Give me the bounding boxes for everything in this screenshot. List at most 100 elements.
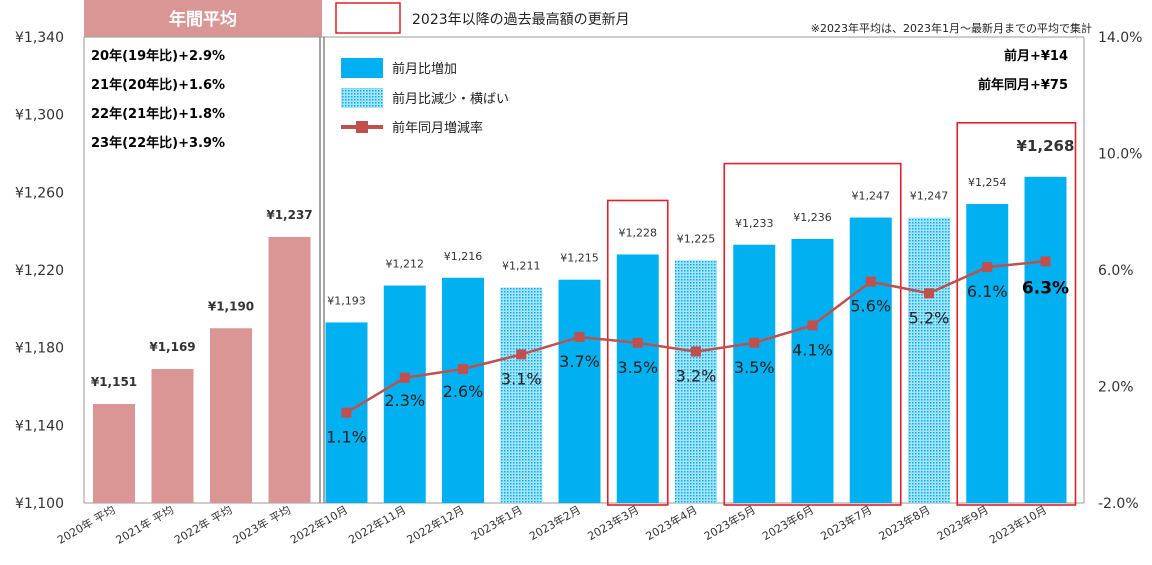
annual-change-2020: 20年(19年比)+2.9% (91, 48, 225, 64)
bar-value-label-16: ¥1,268 (1017, 137, 1075, 155)
x-tick-label-0: 2020年 平均 (55, 502, 118, 546)
y-tick-label-1: ¥1,140 (15, 418, 64, 434)
x-tick-label-6: 2022年12月 (404, 502, 466, 546)
x-tick-label-4: 2022年10月 (288, 502, 350, 546)
yoy-marker-3 (516, 349, 527, 360)
record-highlight-0 (606, 199, 669, 506)
yoy-marker-9 (865, 276, 876, 287)
x-tick-label-16: 2023年10月 (987, 502, 1049, 546)
legend-label-increase: 前月比増加 (392, 61, 457, 77)
yoy-value-label-6: 3.2% (676, 367, 717, 386)
yoy-marker-4 (574, 331, 585, 342)
yoy-value-label-5: 3.5% (617, 358, 658, 377)
bar-value-label-14: ¥1,247 (910, 190, 949, 203)
y-tick-label-5: ¥1,300 (15, 108, 64, 124)
bar-8 (558, 279, 601, 503)
yoy-marker-7 (749, 337, 760, 348)
record-highlight-1 (723, 162, 902, 506)
bar-value-label-2: ¥1,190 (208, 299, 254, 313)
yoy-marker-1 (399, 372, 410, 383)
x-tick-label-12: 2023年6月 (760, 502, 816, 543)
yoy-line-series (341, 256, 1051, 418)
annual-header-title: 年間平均 (169, 9, 237, 30)
legend-swatch-increase (341, 58, 383, 78)
bar-value-label-7: ¥1,211 (502, 259, 541, 272)
bar-10 (675, 260, 717, 503)
annual-header-bg (84, 0, 322, 37)
x-tick-label-8: 2023年2月 (527, 502, 583, 543)
bar-value-label-5: ¥1,212 (386, 258, 425, 271)
y2-tick-label-2: 6.0% (1098, 263, 1134, 279)
y-tick-label-3: ¥1,220 (15, 263, 64, 279)
y-tick-label-6: ¥1,340 (15, 30, 64, 46)
x-tick-label-15: 2023年9月 (934, 502, 990, 543)
x-tick-label-10: 2023年4月 (643, 502, 699, 543)
yoy-value-label-11: 6.1% (967, 282, 1008, 301)
record-highlights (606, 122, 1077, 506)
bar-16 (1024, 176, 1067, 504)
x-tick-label-5: 2022年11月 (346, 502, 408, 546)
bar-value-label-11: ¥1,233 (735, 217, 774, 230)
yoy-marker-8 (807, 320, 818, 331)
yoy-value-label-4: 3.7% (559, 352, 600, 371)
x-tick-label-13: 2023年7月 (818, 502, 874, 543)
bar-series (93, 176, 1067, 504)
yoy-value-label-9: 5.6% (850, 297, 891, 316)
annual-change-2022: 22年(21年比)+1.8% (91, 106, 225, 122)
bar-9 (616, 254, 659, 503)
y2-tick-label-3: 10.0% (1098, 147, 1142, 163)
legend-label-yoy: 前年同月増減率 (392, 120, 483, 136)
y2-tick-label-1: 2.0% (1098, 380, 1134, 396)
annual-change-2023: 23年(22年比)+3.9% (91, 135, 225, 151)
x-tick-label-11: 2023年5月 (701, 502, 757, 543)
bar-12 (791, 238, 834, 503)
legend-marker-yoy (356, 121, 368, 133)
y-tick-label-4: ¥1,260 (15, 185, 64, 201)
yoy-marker-12 (1040, 256, 1051, 267)
bar-5 (383, 285, 426, 503)
y2-tick-label-0: -2.0% (1098, 496, 1139, 512)
x-tick-label-2: 2022年 平均 (172, 502, 235, 546)
y-tick-label-0: ¥1,100 (15, 496, 64, 512)
x-tick-label-1: 2021年 平均 (113, 502, 176, 546)
y2-tick-label-4: 14.0% (1098, 30, 1142, 46)
data-labels: ¥1,151 ¥1,169 ¥1,190 ¥1,237 ¥1,193 ¥1,212 ¥1,2… (91, 137, 1075, 447)
yoy-marker-10 (924, 288, 934, 299)
bar-value-label-13: ¥1,247 (852, 190, 891, 203)
yoy-value-label-8: 4.1% (792, 340, 833, 359)
yoy-value-label-7: 3.5% (734, 358, 775, 377)
bar-7 (500, 287, 543, 503)
y-tick-label-2: ¥1,180 (15, 341, 64, 357)
bar-value-label-0: ¥1,151 (91, 375, 137, 389)
bar-1 (151, 369, 194, 503)
bar-value-label-10: ¥1,225 (677, 232, 716, 245)
record-legend-label: 2023年以降の過去最高額の更新月 (412, 11, 630, 28)
x-tick-label-14: 2023年8月 (876, 502, 932, 543)
yoy-value-label-12: 6.3% (1022, 278, 1069, 298)
bar-13 (849, 217, 892, 503)
legend-swatch-flat (341, 88, 383, 108)
bar-2 (210, 328, 252, 503)
bar-value-label-15: ¥1,254 (968, 176, 1007, 189)
bar-value-label-8: ¥1,215 (560, 252, 599, 265)
yoy-marker-6 (691, 346, 701, 357)
yoy-marker-5 (632, 337, 643, 348)
yoy-marker-2 (458, 364, 468, 375)
bar-6 (442, 277, 484, 503)
bar-11 (733, 244, 776, 503)
bar-value-label-4: ¥1,193 (327, 294, 366, 307)
bar-15 (966, 203, 1009, 503)
yoy-value-label-2: 2.6% (443, 382, 484, 401)
record-highlight-2 (956, 122, 1077, 506)
average-note: ※2023年平均は、2023年1月～最新月までの平均で集計 (811, 21, 1092, 35)
bar-value-label-3: ¥1,237 (266, 208, 312, 222)
yoy-marker-0 (341, 407, 352, 418)
bar-14 (908, 217, 950, 503)
yoy-value-label-0: 1.1% (326, 428, 367, 447)
bar-value-label-1: ¥1,169 (149, 340, 195, 354)
bar-value-label-12: ¥1,236 (793, 211, 832, 224)
annual-change-2021: 21年(20年比)+1.6% (91, 77, 225, 93)
legend-label-flat: 前月比減少・横ばい (392, 91, 509, 107)
x-tick-label-3: 2023年 平均 (230, 502, 293, 546)
